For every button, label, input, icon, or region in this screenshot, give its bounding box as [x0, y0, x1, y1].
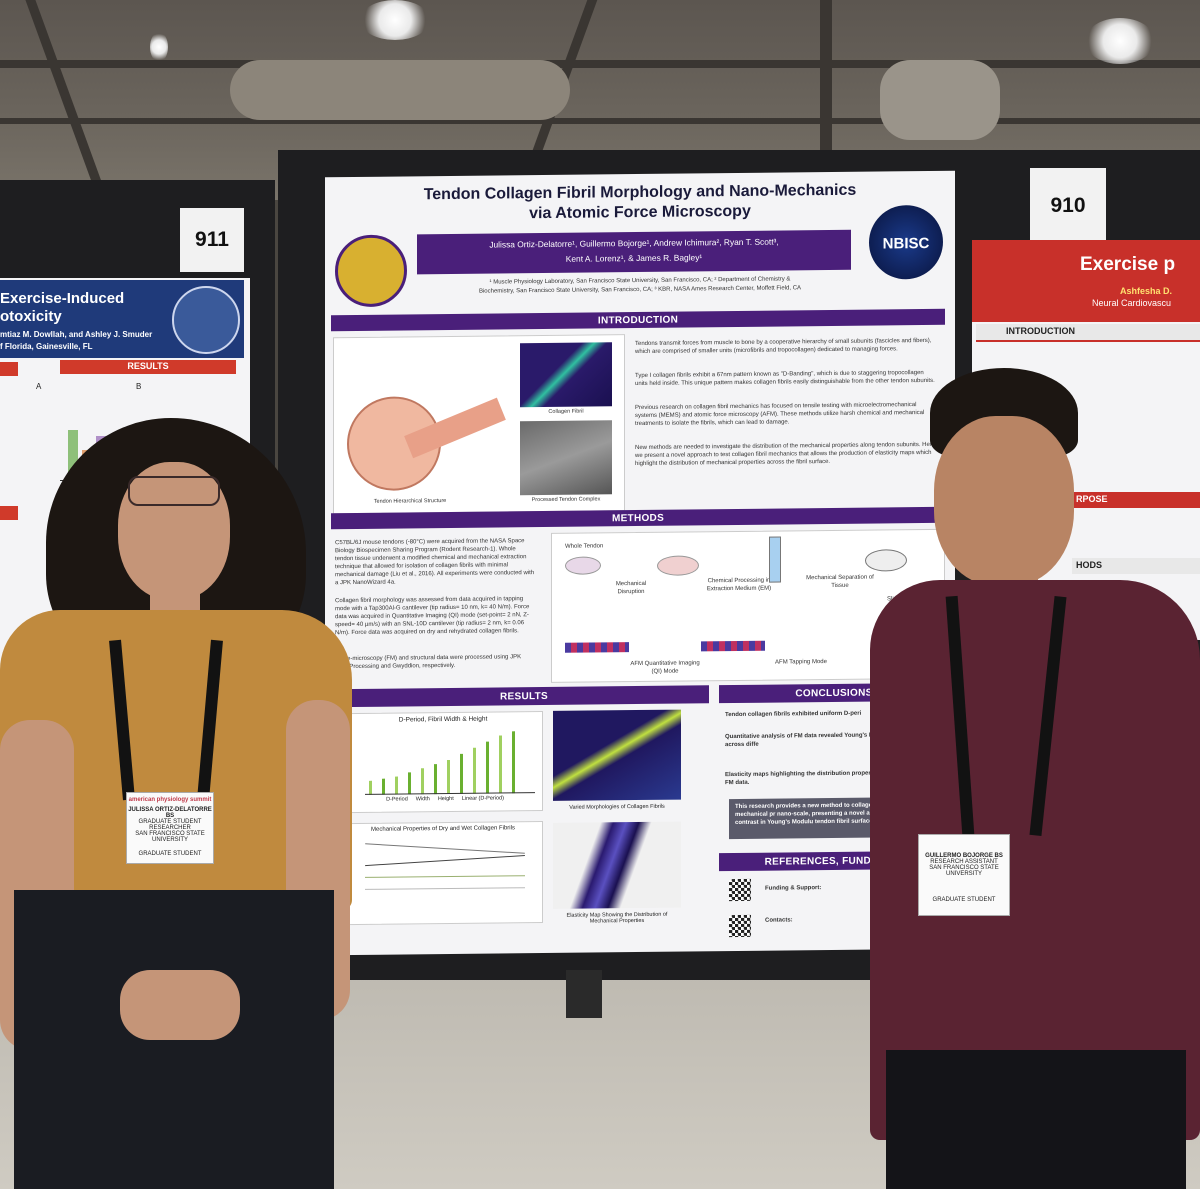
- elasticity-map-image: [553, 821, 681, 909]
- method-step-2: Mechanical Disruption: [615, 580, 647, 596]
- legend-d-period: D-Period: [386, 796, 408, 803]
- person-right-face: [934, 416, 1074, 586]
- glasses-icon: [128, 476, 220, 506]
- nbisc-logo-text: NBISC: [882, 234, 930, 253]
- qr-code-references: [729, 914, 751, 938]
- right-purpose-label: RPOSE: [1076, 494, 1108, 504]
- results-band: RESULTS: [339, 685, 709, 708]
- results-caption-2: Elasticity Map Showing the Distribution …: [566, 911, 668, 925]
- ceiling-lamp: [360, 0, 430, 40]
- poster-chart-bar: [512, 731, 515, 794]
- person-left-badge: american physiology summit JULISSA ORTIZ…: [126, 792, 214, 864]
- method-step-1: Whole Tendon: [565, 543, 604, 550]
- fibril-morphology-image: [553, 709, 681, 801]
- results-chart-2: [345, 821, 543, 926]
- board-stand: [566, 970, 602, 1018]
- vitruvian-logo: [172, 286, 240, 354]
- legend-height: Height: [437, 795, 454, 803]
- legend-linear: Linear (D-Period): [461, 795, 504, 802]
- left-poster-title-1: Exercise-Induced: [0, 290, 125, 307]
- person-right: GUILLERMO BOJORGE BS RESEARCH ASSISTANT …: [846, 360, 1200, 1189]
- person-right-pants: [886, 1050, 1186, 1189]
- collagen-fibril-image: [520, 342, 612, 408]
- poster-chart-bar: [369, 780, 372, 795]
- poster-chart-bar: [395, 776, 398, 795]
- poster-chart-bar: [486, 741, 489, 794]
- processed-tendon-image: [520, 420, 612, 496]
- main-poster-title-2: via Atomic Force Microscopy: [529, 202, 751, 223]
- left-results-band: [60, 360, 236, 374]
- collagen-fibril-label: Collagen Fibril: [548, 408, 584, 415]
- qr-code-abstract: [729, 878, 751, 902]
- method-step-3: Chemical Processing in Extraction Medium…: [706, 577, 772, 593]
- methods-bullet-2: Collagen fibril morphology was assessed …: [335, 596, 530, 637]
- right-purpose-band: [1072, 492, 1200, 508]
- right-intro-band: [976, 324, 1200, 342]
- badge-school: SAN FRANCISCO STATE UNIVERSITY: [135, 831, 205, 843]
- right-methods-label: HODS: [1076, 560, 1103, 570]
- legend-width: Width: [415, 796, 430, 803]
- poster-chart-bar: [447, 759, 450, 795]
- left-bar-1: [68, 430, 78, 480]
- poster-chart-bar: [408, 772, 411, 795]
- booth-number-911: 911: [180, 208, 244, 272]
- right-poster-title: Exercise p: [1080, 254, 1176, 275]
- right-poster-affiliation: Neural Cardiovascu: [1092, 298, 1172, 308]
- poster-chart-bar: [499, 735, 502, 794]
- poster-chart-bar: [382, 778, 385, 795]
- right-methods-band: [1072, 558, 1200, 574]
- left-poster-authors: mtiaz M. Dowllah, and Ashley J. Smuder: [0, 330, 153, 339]
- badge-name: JULISSA ORTIZ-DELATORRE BS: [128, 807, 212, 819]
- affiliation-line-2: Biochemistry, San Francisco State Univer…: [478, 285, 802, 295]
- right-poster-header: [972, 240, 1200, 322]
- badge-type: GRADUATE STUDENT: [138, 851, 202, 857]
- results-chart-1-bars: [365, 727, 535, 795]
- sfsu-seal: [335, 234, 407, 308]
- badge-school: SAN FRANCISCO STATE UNIVERSITY: [929, 865, 999, 877]
- poster-chart-bar: [473, 747, 476, 794]
- ceiling-lamp: [150, 32, 168, 62]
- poster-chart-bar: [460, 753, 463, 794]
- intro-bullet-1: Tendons transmit forces from muscle to b…: [635, 337, 932, 356]
- person-left: american physiology summit JULISSA ORTIZ…: [0, 400, 360, 1189]
- poster-chart-bar: [421, 768, 424, 795]
- methods-bullet-3: Force-microscopy (FM) and structural dat…: [335, 654, 522, 671]
- method-step-6: AFM Tapping Mode: [775, 659, 827, 666]
- panel-a-label: A: [36, 382, 42, 391]
- methods-bullet-1: C57BL/6J mouse tendons (-80°C) were acqu…: [335, 538, 535, 587]
- booth-number-910: 910: [1030, 168, 1106, 244]
- person-left-hands: [120, 970, 240, 1040]
- poster-chart-bar: [434, 764, 437, 795]
- left-results-label: RESULTS: [127, 361, 169, 371]
- panel-b-label: B: [136, 382, 142, 391]
- badge-name: GUILLERMO BOJORGE BS: [925, 853, 1003, 859]
- introduction-band: INTRODUCTION: [331, 308, 945, 332]
- badge-org: american physiology summit: [128, 797, 212, 803]
- right-intro-label: INTRODUCTION: [1006, 326, 1075, 336]
- left-poster-affiliation: f Florida, Gainesville, FL: [0, 342, 93, 351]
- results-caption-1: Varied Morphologies of Collagen Fibrils: [569, 803, 665, 811]
- processed-tendon-label: Processed Tendon Complex: [531, 496, 601, 504]
- person-right-badge: GUILLERMO BOJORGE BS RESEARCH ASSISTANT …: [918, 834, 1010, 916]
- right-poster-author: Ashfesha D.: [1120, 286, 1173, 296]
- ceiling-lamp: [1085, 18, 1155, 64]
- badge-role: GRADUATE STUDENT RESEARCHER: [138, 819, 202, 831]
- method-step-7: AFM Quantitative Imaging (QI) Mode: [630, 660, 700, 675]
- badge-type: GRADUATE STUDENT: [932, 897, 996, 903]
- badge-role: RESEARCH ASSISTANT: [930, 859, 998, 865]
- left-poster-title-2: otoxicity: [0, 308, 62, 325]
